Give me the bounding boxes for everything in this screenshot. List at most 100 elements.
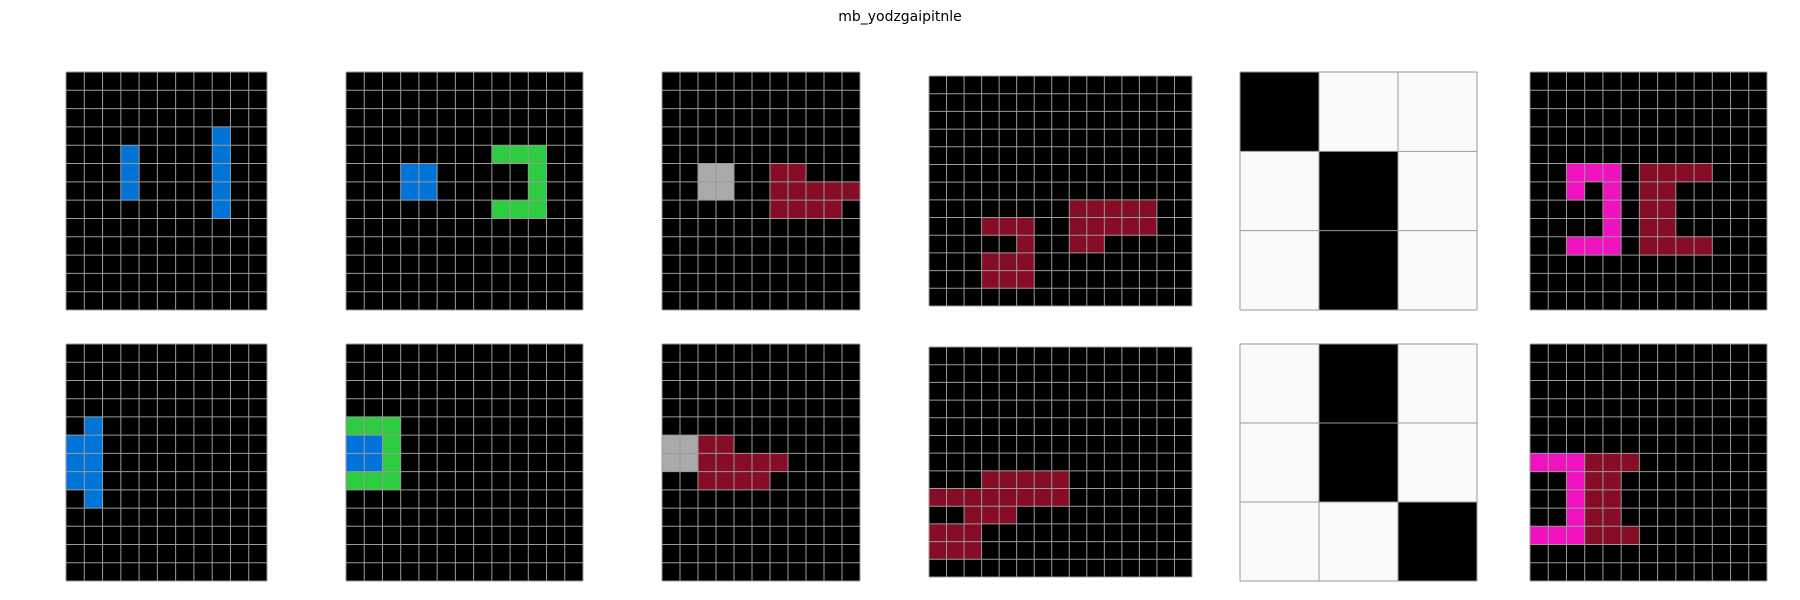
grid-cell (1104, 199, 1122, 218)
grid-cell (1034, 470, 1052, 489)
grid-cell (1548, 526, 1567, 545)
grid-cell (1584, 163, 1603, 182)
grid-cell (1139, 217, 1157, 236)
grid-cell (1240, 72, 1319, 152)
grid-cell (1086, 199, 1105, 218)
grid-cell (1566, 163, 1585, 182)
grid-cell (824, 181, 842, 201)
grid-cell (84, 453, 103, 472)
grid-cell (1657, 181, 1676, 201)
grid-cell (946, 488, 965, 507)
grid-cell (528, 145, 547, 164)
grid-cell (788, 200, 806, 219)
grid-cell (770, 200, 788, 219)
grid-cell (528, 200, 547, 219)
grid-cell (491, 145, 511, 164)
grid-cell (1104, 217, 1122, 236)
grid-cell (382, 435, 401, 454)
grid-cell (1086, 235, 1105, 253)
grid-cell (1398, 72, 1477, 152)
grid-cell (770, 453, 788, 472)
grid-cell (212, 181, 231, 201)
grid-cell (1584, 508, 1603, 527)
pair-3-input (661, 71, 861, 311)
grid-cell (964, 506, 982, 524)
grid-cell (680, 453, 698, 472)
grid-cell (1675, 163, 1695, 182)
grid-cell (1398, 344, 1477, 423)
grid-cell (1240, 502, 1319, 581)
grid-cell (1319, 344, 1398, 423)
grid-cell (1602, 489, 1622, 509)
grid-cell (1639, 200, 1658, 219)
pair-4-input (928, 75, 1193, 307)
grid-cell (1566, 526, 1585, 545)
grid-cell (698, 163, 716, 182)
grid-cell (1602, 163, 1622, 182)
grid-cell (698, 453, 716, 472)
grid-cell (1319, 423, 1398, 502)
pair-3-output (661, 343, 861, 582)
grid-cell (1139, 199, 1157, 218)
grid-cell (1319, 230, 1398, 310)
grid-cell (1584, 471, 1603, 490)
grid-cell (66, 471, 85, 490)
grid-cell (84, 416, 103, 436)
grid-cell (1240, 151, 1319, 231)
grid-cell (1602, 218, 1622, 237)
grid-cell (734, 471, 752, 490)
grid-background (346, 72, 583, 310)
grid-cell (662, 453, 680, 472)
pair-4-output (928, 346, 1193, 578)
grid-cell (1566, 471, 1585, 490)
grid-cell (418, 181, 438, 201)
grid-cell (382, 471, 401, 490)
pair-2-output (345, 343, 584, 582)
grid-cell (662, 435, 680, 454)
pair-6-input (1529, 71, 1768, 311)
grid-cell (1086, 217, 1105, 236)
grid-cell (1639, 218, 1658, 237)
grid-cell (1548, 453, 1567, 472)
figure-title: mb_yodzgaipitnle (838, 9, 962, 25)
grid-cell (1639, 181, 1658, 201)
grid-cell (346, 416, 365, 436)
grid-cell (981, 217, 1000, 236)
grid-cell (212, 163, 231, 182)
pair-5-output (1239, 343, 1478, 582)
grid-cell (1602, 236, 1622, 256)
grid-cell (770, 163, 788, 182)
grid-cell (1602, 200, 1622, 219)
grid-cell (1069, 199, 1087, 218)
grid-cell (1694, 163, 1713, 182)
grid-cell (1530, 471, 1549, 490)
grid-cell (212, 200, 231, 219)
grid-cell (400, 181, 419, 201)
grid-cell (716, 471, 734, 490)
pair-6-output (1529, 343, 1768, 582)
grid-cell (364, 435, 383, 454)
grid-cell (1069, 217, 1087, 236)
grid-cell (929, 488, 947, 507)
grid-cell (1602, 181, 1622, 201)
grid-cell (806, 181, 824, 201)
grid-cell (382, 416, 401, 436)
grid-cell (1584, 489, 1603, 509)
grid-cell (400, 163, 419, 182)
pair-1-output (65, 343, 268, 582)
grid-cell (1566, 181, 1585, 201)
grid-cell (752, 453, 770, 472)
grid-cell (528, 163, 547, 182)
grid-cell (1016, 252, 1035, 271)
grid-cell (1319, 151, 1398, 231)
grid-cell (364, 453, 383, 472)
grid-cell (120, 163, 140, 182)
grid-cell (346, 453, 365, 472)
grid-cell (1016, 217, 1035, 236)
grid-cell (346, 471, 365, 490)
grid-cell (1051, 488, 1070, 507)
grid-cell (981, 470, 1000, 489)
grid-cell (364, 471, 383, 490)
grid-background (929, 76, 1192, 306)
grid-cell (510, 145, 529, 164)
